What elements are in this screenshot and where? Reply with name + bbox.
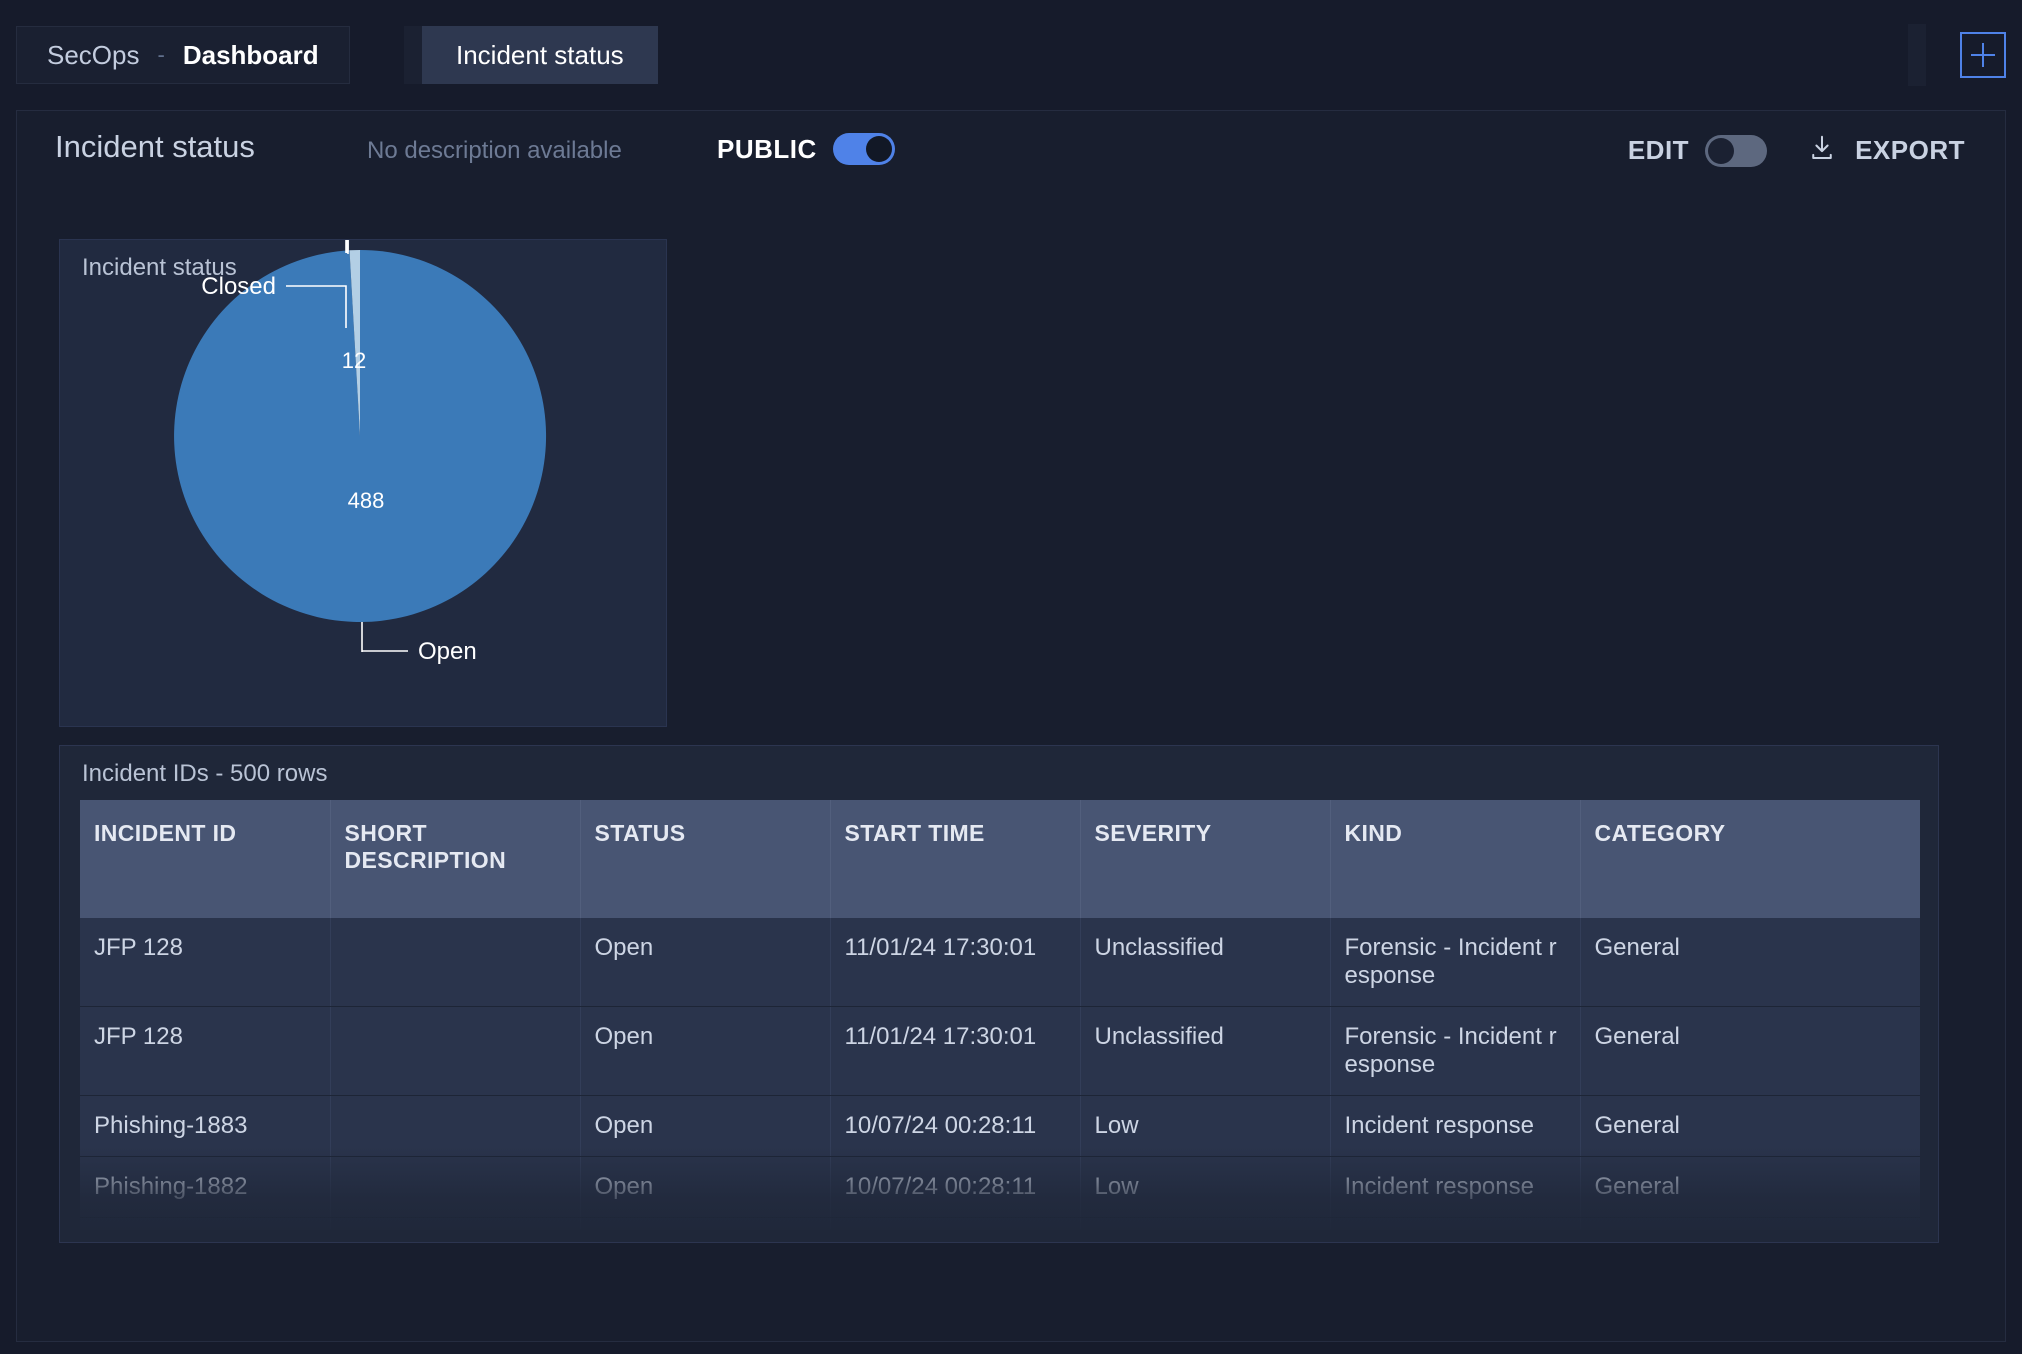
pie-value-closed: 12 [342, 348, 366, 373]
add-tab-button[interactable] [1960, 32, 2006, 78]
page-description: No description available [367, 137, 622, 164]
tab-strip-spacer [404, 26, 422, 84]
tab-strip-end-spacer [1908, 24, 1926, 86]
incident-table: INCIDENT ID SHORT DESCRIPTION STATUS STA… [80, 800, 1920, 1230]
cell-start-time: 10/07/24 00:28:11 [830, 1095, 1081, 1157]
cell-status: Open [580, 918, 831, 1007]
cell-kind: Forensic - Incident response [1330, 918, 1581, 1007]
table-row[interactable]: Phishing-1883 Open 10/07/24 00:28:11 Low… [80, 1095, 1920, 1157]
cell-category: General [1580, 1006, 1920, 1096]
breadcrumb-page[interactable]: Dashboard [182, 39, 319, 70]
breadcrumb-app[interactable]: SecOps [47, 39, 140, 70]
public-toggle[interactable] [832, 133, 895, 165]
cell-start-time: 09/24/24 16:37:06 [830, 1217, 1081, 1230]
cell-severity: Low [1080, 1217, 1331, 1230]
dashboard-panel: Incident status No description available… [16, 110, 2006, 1342]
column-header-short-description[interactable]: SHORT DESCRIPTION [330, 800, 581, 918]
cell-start-time: 11/01/24 17:30:01 [830, 918, 1081, 1007]
tab-label: Incident status [456, 39, 624, 70]
top-bar: SecOps - Dashboard Incident status [0, 0, 2022, 110]
cell-kind: Incident response [1330, 1156, 1581, 1218]
table-row[interactable]: JFP 128 Open 11/01/24 17:30:01 Unclassif… [80, 918, 1920, 1007]
public-toggle-group[interactable]: PUBLIC [717, 133, 895, 165]
cell-short-description [330, 1095, 581, 1157]
pie-value-open: 488 [348, 488, 385, 513]
pie-slice-open[interactable] [174, 249, 547, 622]
table-title: Incident IDs - 500 rows [82, 760, 328, 787]
cell-short-description: Phising Incident - Testing [330, 1217, 581, 1230]
cell-status: Closed [580, 1217, 831, 1230]
pie-leader-closed-path [285, 209, 348, 253]
cell-severity: Low [1080, 1095, 1331, 1157]
breadcrumb-separator: - [157, 42, 165, 67]
header-actions: EDIT EXPORT [1628, 133, 1965, 168]
cell-short-description [330, 1156, 581, 1218]
edit-label: EDIT [1627, 135, 1690, 165]
cell-incident-id: JFP 128 [80, 918, 331, 1007]
table-row[interactable]: JFP 128 Open 11/01/24 17:30:01 Unclassif… [80, 1006, 1920, 1096]
pie-label-open: Open [418, 638, 477, 665]
cell-status: Open [580, 1156, 831, 1218]
table-card[interactable]: Incident IDs - 500 rows INCIDENT ID SHOR… [59, 745, 1939, 1243]
toggle-knob [865, 136, 892, 162]
cell-incident-id: DR-007-INCIDENT [80, 1217, 331, 1230]
cell-status: Open [580, 1095, 831, 1157]
column-header-category[interactable]: CATEGORY [1580, 800, 1920, 918]
cell-severity: Unclassified [1080, 1006, 1331, 1096]
cell-kind: Incident response [1330, 1217, 1581, 1230]
pie-leader-open [361, 622, 408, 652]
breadcrumb[interactable]: SecOps - Dashboard [16, 26, 350, 84]
cell-start-time: 10/07/24 00:28:11 [830, 1156, 1081, 1218]
public-label: PUBLIC [717, 133, 817, 164]
table-row[interactable]: DR-007-INCIDENT Phising Incident - Testi… [80, 1217, 1920, 1230]
closed-leader-line [286, 285, 347, 328]
column-header-kind[interactable]: KIND [1330, 800, 1581, 918]
tab-incident-status[interactable]: Incident status [422, 26, 658, 84]
tab-strip: Incident status [404, 26, 658, 84]
column-header-status[interactable]: STATUS [580, 800, 831, 918]
export-button[interactable]: EXPORT [1807, 133, 1965, 168]
page-title: Incident status [55, 129, 255, 164]
cell-status: Open [580, 1006, 831, 1096]
cell-incident-id: Phishing-1882 [80, 1156, 331, 1218]
table-head: INCIDENT ID SHORT DESCRIPTION STATUS STA… [80, 800, 1920, 918]
table-body: JFP 128 Open 11/01/24 17:30:01 Unclassif… [80, 918, 1920, 1230]
chart-card[interactable]: Incident status [59, 209, 668, 728]
pie-label-closed: Closed [201, 273, 276, 300]
pie-chart-svg: Open 12 488 [174, 209, 547, 665]
cell-category: General [1580, 1156, 1920, 1218]
toggle-knob [1708, 137, 1735, 164]
column-header-start-time[interactable]: START TIME [830, 800, 1081, 918]
cell-short-description [330, 1006, 581, 1096]
table-scroll-area[interactable]: INCIDENT ID SHORT DESCRIPTION STATUS STA… [80, 800, 1920, 1230]
cell-severity: Low [1080, 1156, 1331, 1218]
table-row[interactable]: Phishing-1882 Open 10/07/24 00:28:11 Low… [80, 1156, 1920, 1218]
cell-incident-id: Phishing-1883 [80, 1095, 331, 1157]
cell-kind: Forensic - Incident response [1330, 1006, 1581, 1096]
edit-toggle[interactable] [1705, 134, 1768, 167]
cell-start-time: 11/01/24 17:30:01 [830, 1006, 1081, 1096]
plus-icon [1971, 43, 1995, 67]
cell-severity: Unclassified [1080, 918, 1331, 1007]
column-header-incident-id[interactable]: INCIDENT ID [80, 800, 331, 918]
pie-chart[interactable]: Open 12 488 Closed [60, 209, 668, 728]
export-label: EXPORT [1855, 135, 1965, 165]
cell-incident-id: JFP 128 [80, 1006, 331, 1096]
add-tab-area [1908, 24, 2006, 86]
pie-slice-closed[interactable] [349, 250, 361, 436]
dashboard-header: Incident status No description available… [17, 111, 2005, 189]
edit-toggle-group[interactable]: EDIT [1627, 134, 1768, 167]
column-header-severity[interactable]: SEVERITY [1080, 800, 1331, 918]
cell-category: General [1580, 918, 1920, 1007]
download-icon [1807, 133, 1837, 168]
cell-short-description [330, 918, 581, 1007]
pie-leader-closed [290, 216, 349, 252]
cell-kind: Incident response [1330, 1095, 1581, 1157]
table-header-row: INCIDENT ID SHORT DESCRIPTION STATUS STA… [80, 800, 1920, 918]
chart-title: Incident status [82, 254, 237, 281]
cell-category: General [1580, 1217, 1920, 1230]
closed-callout: Closed [201, 273, 347, 328]
cell-category: General [1580, 1095, 1920, 1157]
